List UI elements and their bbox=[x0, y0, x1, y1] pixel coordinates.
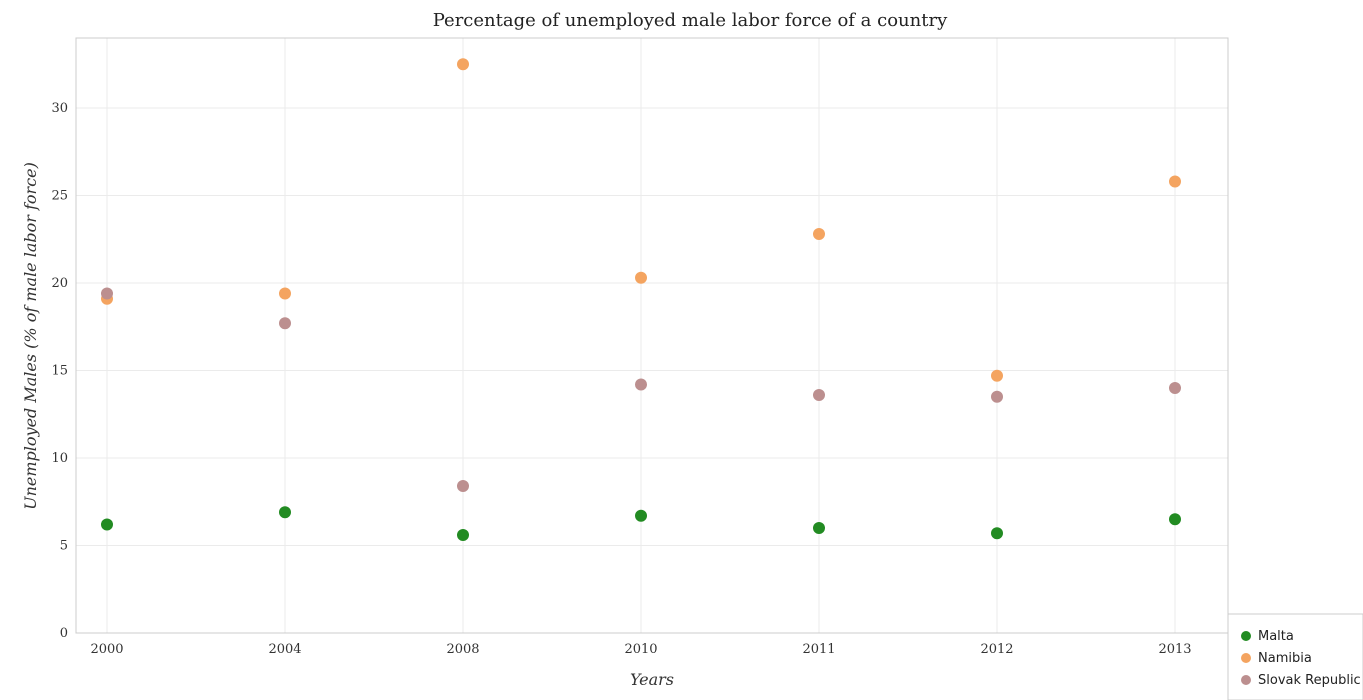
legend-marker-namibia bbox=[1241, 653, 1251, 663]
point-slovak-republic bbox=[1169, 382, 1181, 394]
x-tick-label: 2008 bbox=[446, 642, 479, 657]
point-namibia bbox=[991, 369, 1003, 382]
x-tick-label: 2010 bbox=[624, 642, 657, 657]
point-slovak-republic bbox=[991, 390, 1003, 403]
y-tick-label: 0 bbox=[60, 626, 68, 641]
point-malta bbox=[813, 522, 825, 534]
point-namibia bbox=[279, 287, 291, 300]
legend-items: Malta Namibia Slovak Republic bbox=[1241, 629, 1361, 688]
y-tick-label: 25 bbox=[51, 189, 68, 204]
y-tick-label: 20 bbox=[51, 276, 68, 291]
y-tick-label: 15 bbox=[51, 364, 68, 379]
legend-label-slovak-republic: Slovak Republic bbox=[1258, 673, 1361, 688]
point-slovak-republic bbox=[101, 287, 113, 300]
x-axis-ticks: 2000 2004 2008 2010 2011 2012 2013 bbox=[90, 642, 1191, 657]
y-gridlines bbox=[76, 107, 1228, 634]
point-malta bbox=[635, 509, 647, 522]
point-malta bbox=[279, 506, 291, 519]
x-tick-label: 2004 bbox=[268, 642, 301, 657]
point-slovak-republic bbox=[279, 317, 291, 330]
point-namibia bbox=[1169, 175, 1181, 188]
point-malta bbox=[457, 529, 469, 541]
chart-title: Percentage of unemployed male labor forc… bbox=[433, 10, 948, 31]
x-tick-label: 2013 bbox=[1158, 642, 1191, 657]
point-namibia bbox=[457, 58, 469, 71]
x-tick-label: 2011 bbox=[802, 642, 835, 657]
point-slovak-republic bbox=[813, 389, 825, 401]
y-tick-label: 10 bbox=[51, 451, 68, 466]
point-malta bbox=[991, 527, 1003, 540]
plot-area bbox=[75, 37, 1229, 634]
y-tick-label: 5 bbox=[60, 539, 68, 554]
point-slovak-republic bbox=[635, 378, 647, 391]
legend-label-malta: Malta bbox=[1258, 629, 1294, 644]
plot-background bbox=[76, 38, 1228, 633]
x-axis-label: Years bbox=[630, 670, 674, 689]
plot-frame bbox=[75, 37, 1229, 634]
point-namibia bbox=[813, 228, 825, 240]
legend: Malta Namibia Slovak Republic bbox=[1227, 613, 1363, 700]
point-malta bbox=[101, 518, 113, 531]
point-namibia bbox=[635, 271, 647, 284]
y-axis-label: Unemployed Males (% of male labor force) bbox=[21, 162, 40, 510]
point-malta bbox=[1169, 513, 1181, 526]
data-points bbox=[101, 58, 1181, 541]
x-tick-label: 2012 bbox=[980, 642, 1013, 657]
y-axis-ticks: 0 5 10 15 20 25 30 bbox=[51, 101, 68, 641]
x-tick-label: 2000 bbox=[90, 642, 123, 657]
legend-marker-slovak-republic bbox=[1241, 675, 1251, 685]
y-tick-label: 30 bbox=[51, 101, 68, 116]
legend-marker-malta bbox=[1241, 631, 1251, 641]
legend-label-namibia: Namibia bbox=[1258, 651, 1312, 666]
point-slovak-republic bbox=[457, 480, 469, 492]
